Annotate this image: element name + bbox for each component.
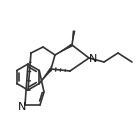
Polygon shape xyxy=(55,44,73,56)
Text: N: N xyxy=(18,101,26,111)
Polygon shape xyxy=(72,32,75,46)
Polygon shape xyxy=(39,68,52,84)
Text: N: N xyxy=(89,54,97,63)
